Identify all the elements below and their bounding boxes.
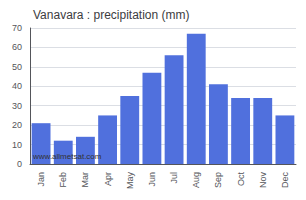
svg-text:Dec: Dec: [280, 172, 290, 189]
svg-text:20: 20: [12, 120, 22, 130]
svg-text:Aug: Aug: [191, 172, 201, 188]
svg-text:60: 60: [12, 42, 22, 52]
svg-text:Feb: Feb: [58, 172, 68, 188]
svg-text:70: 70: [12, 23, 22, 33]
svg-text:10: 10: [12, 140, 22, 150]
svg-text:Nov: Nov: [258, 172, 268, 189]
svg-text:www.allmetsat.com: www.allmetsat.com: [32, 152, 102, 161]
svg-text:Mar: Mar: [80, 172, 90, 188]
svg-text:Sep: Sep: [213, 172, 223, 188]
svg-text:Jun: Jun: [147, 172, 157, 187]
svg-text:50: 50: [12, 62, 22, 72]
svg-text:Jan: Jan: [36, 172, 46, 187]
svg-text:30: 30: [12, 101, 22, 111]
svg-text:Apr: Apr: [103, 172, 113, 186]
svg-text:Jul: Jul: [169, 172, 179, 184]
svg-text:0: 0: [17, 159, 22, 169]
svg-text:Oct: Oct: [236, 172, 246, 187]
svg-text:40: 40: [12, 81, 22, 91]
svg-text:Vanavara : precipitation (mm): Vanavara : precipitation (mm): [33, 8, 190, 22]
svg-text:May: May: [125, 172, 135, 190]
